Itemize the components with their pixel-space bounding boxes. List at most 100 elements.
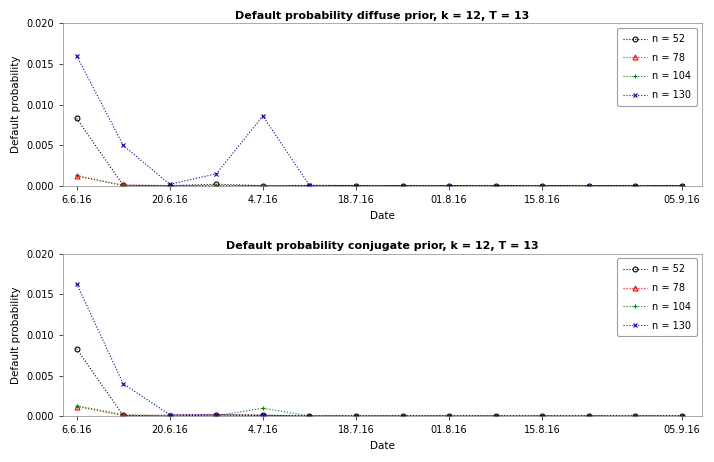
n = 104	[352, 183, 361, 188]
n = 78	[352, 183, 361, 188]
n = 78	[445, 413, 453, 419]
n = 104	[352, 413, 361, 419]
n = 130	[119, 143, 128, 148]
n = 130	[445, 183, 453, 188]
Line: n = 104: n = 104	[74, 173, 684, 188]
Title: Default probability conjugate prior, k = 12, T = 13: Default probability conjugate prior, k =…	[226, 242, 539, 251]
n = 78	[212, 183, 221, 188]
n = 130	[631, 183, 640, 188]
n = 104	[398, 183, 407, 188]
n = 52	[166, 183, 174, 188]
n = 78	[398, 183, 407, 188]
n = 104	[631, 413, 640, 419]
n = 78	[491, 413, 500, 419]
n = 78	[585, 183, 593, 188]
n = 52	[119, 413, 128, 418]
n = 52	[166, 413, 174, 419]
n = 104	[119, 183, 128, 188]
n = 52	[631, 413, 640, 419]
n = 130	[491, 413, 500, 419]
n = 52	[398, 183, 407, 188]
n = 104	[166, 413, 174, 419]
n = 78	[585, 413, 593, 419]
n = 130	[678, 183, 686, 188]
n = 52	[585, 413, 593, 419]
n = 104	[491, 413, 500, 419]
Line: n = 78: n = 78	[74, 404, 684, 418]
n = 130	[166, 182, 174, 187]
n = 78	[166, 412, 174, 418]
n = 130	[585, 183, 593, 188]
n = 78	[678, 413, 686, 419]
n = 78	[491, 183, 500, 188]
n = 104	[305, 183, 313, 188]
n = 78	[72, 404, 81, 409]
Legend: n = 52, n = 78, n = 104, n = 130: n = 52, n = 78, n = 104, n = 130	[617, 28, 697, 106]
n = 78	[678, 183, 686, 188]
n = 130	[398, 183, 407, 188]
n = 52	[491, 413, 500, 419]
n = 52	[212, 412, 221, 418]
n = 130	[166, 412, 174, 418]
n = 104	[678, 413, 686, 419]
n = 52	[305, 183, 313, 188]
n = 78	[166, 183, 174, 188]
Line: n = 52: n = 52	[74, 116, 684, 188]
n = 52	[538, 413, 546, 419]
n = 130	[258, 413, 267, 418]
n = 104	[258, 183, 267, 188]
n = 52	[72, 116, 81, 121]
n = 130	[538, 183, 546, 188]
n = 52	[352, 413, 361, 419]
Title: Default probability diffuse prior, k = 12, T = 13: Default probability diffuse prior, k = 1…	[236, 11, 530, 21]
n = 52	[258, 183, 267, 188]
n = 78	[398, 413, 407, 419]
n = 130	[305, 182, 313, 188]
n = 104	[538, 413, 546, 419]
n = 130	[678, 413, 686, 419]
X-axis label: Date: Date	[370, 441, 395, 451]
n = 104	[538, 183, 546, 188]
n = 78	[119, 182, 128, 188]
n = 104	[631, 183, 640, 188]
n = 104	[212, 183, 221, 188]
n = 104	[166, 183, 174, 188]
Y-axis label: Default probability: Default probability	[11, 286, 21, 384]
n = 52	[212, 182, 221, 187]
n = 130	[352, 183, 361, 188]
n = 78	[305, 413, 313, 419]
n = 104	[72, 403, 81, 408]
n = 52	[72, 346, 81, 352]
n = 78	[631, 183, 640, 188]
Line: n = 130: n = 130	[74, 281, 684, 418]
Y-axis label: Default probability: Default probability	[11, 56, 21, 153]
n = 104	[305, 413, 313, 419]
n = 78	[119, 413, 128, 418]
n = 104	[212, 413, 221, 419]
n = 78	[258, 413, 267, 418]
n = 52	[491, 183, 500, 188]
n = 78	[538, 413, 546, 419]
n = 78	[212, 412, 221, 418]
n = 130	[398, 413, 407, 419]
X-axis label: Date: Date	[370, 211, 395, 220]
n = 130	[212, 412, 221, 418]
n = 52	[538, 183, 546, 188]
n = 78	[258, 183, 267, 188]
Line: n = 52: n = 52	[74, 346, 684, 418]
n = 130	[305, 413, 313, 419]
n = 104	[398, 413, 407, 419]
n = 104	[678, 183, 686, 188]
n = 130	[212, 171, 221, 176]
n = 130	[258, 113, 267, 119]
n = 78	[305, 183, 313, 188]
n = 130	[352, 413, 361, 419]
n = 52	[352, 183, 361, 188]
n = 130	[491, 183, 500, 188]
n = 104	[585, 413, 593, 419]
n = 52	[445, 413, 453, 419]
n = 104	[445, 413, 453, 419]
n = 52	[258, 412, 267, 418]
n = 104	[258, 405, 267, 411]
n = 104	[491, 183, 500, 188]
